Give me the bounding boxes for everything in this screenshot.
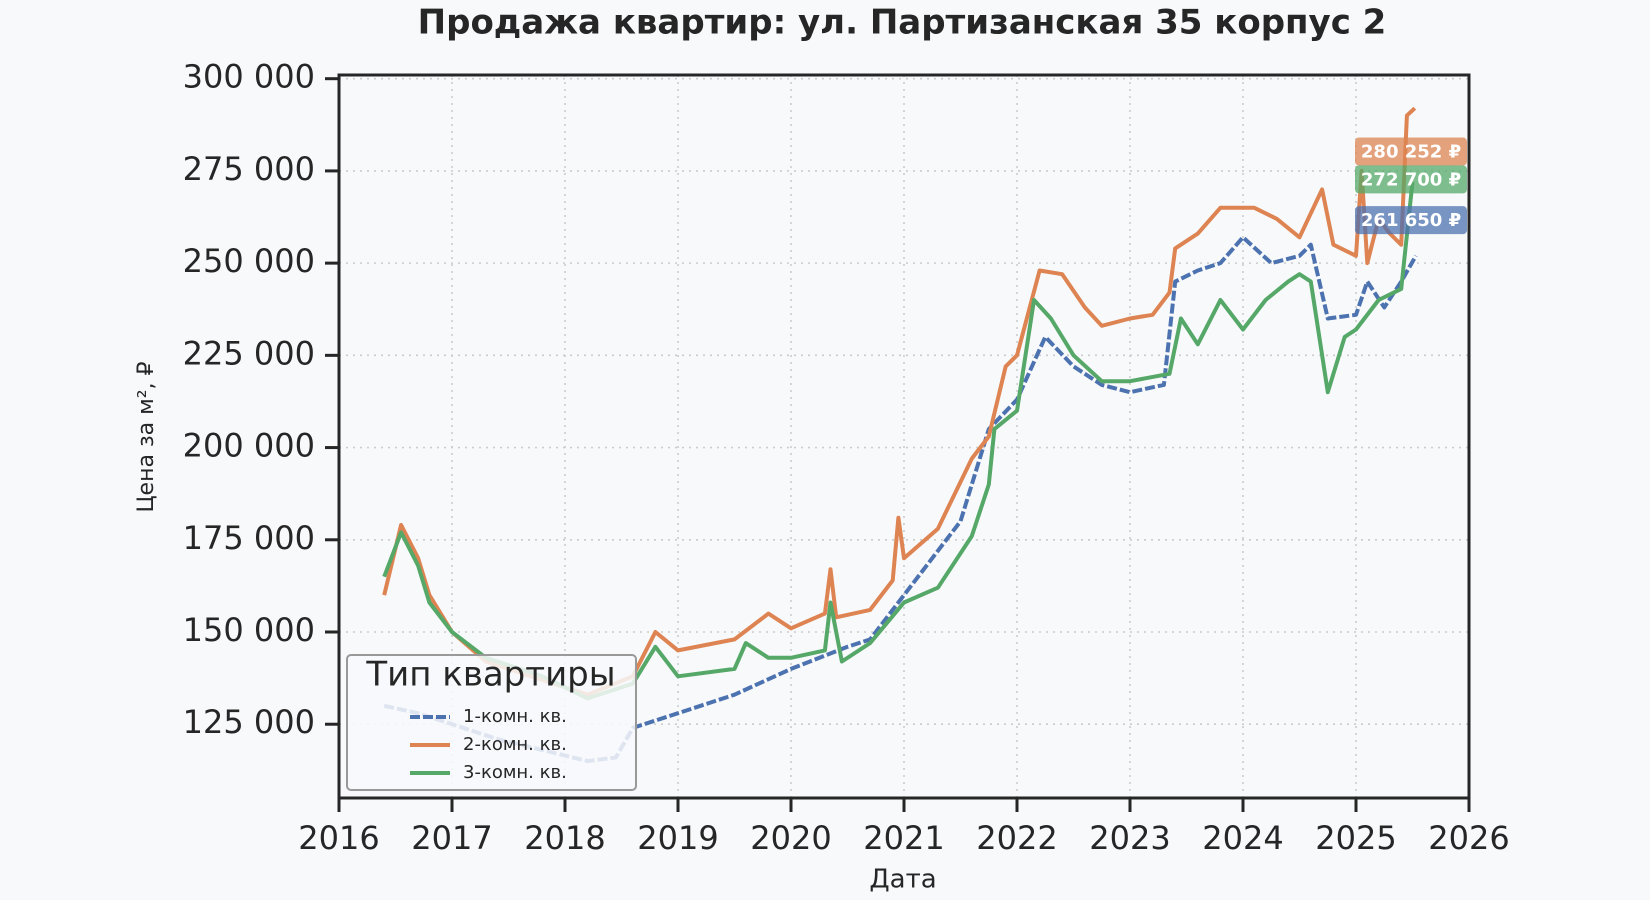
- x-tick-label: 2025: [1315, 819, 1396, 857]
- end-label-box: [1355, 165, 1467, 194]
- x-tick-label: 2019: [637, 819, 718, 857]
- y-tick-label: 250 000: [183, 242, 315, 280]
- legend-label: 2-комн. кв.: [463, 734, 567, 755]
- end-label: 272 700 ₽: [1361, 169, 1461, 190]
- plot: 125 000 150 000 175 000 200 000 225 000 250 0…: [183, 58, 1510, 857]
- legend-title: Тип квартиры: [365, 655, 615, 695]
- x-tick-label: 2018: [524, 819, 605, 857]
- plot-frame: [337, 73, 1471, 800]
- x-tick-label: 2016: [298, 819, 379, 857]
- legend-label: 1-комн. кв.: [463, 706, 567, 727]
- y-tick-label: 275 000: [183, 150, 315, 188]
- x-tick-label: 2026: [1428, 819, 1509, 857]
- x-tick-label: 2022: [976, 819, 1057, 857]
- y-tick-label: 150 000: [183, 611, 315, 649]
- y-tick-label: 300 000: [183, 58, 315, 96]
- x-tick-label: 2017: [411, 819, 492, 857]
- end-label: 280 252 ₽: [1361, 142, 1461, 163]
- y-tick-label: 125 000: [183, 703, 315, 741]
- x-tick-label: 2023: [1089, 819, 1170, 857]
- y-axis-label: Цена за м², ₽: [134, 361, 159, 512]
- y-tick-label: 225 000: [183, 334, 315, 372]
- legend-label: 3-комн. кв.: [463, 762, 567, 783]
- legend-box: [346, 654, 637, 791]
- end-label-box: [1355, 137, 1467, 166]
- end-label: 261 650 ₽: [1361, 210, 1461, 231]
- x-tick-label: 2024: [1202, 819, 1283, 857]
- x-tick-label: 2021: [863, 819, 944, 857]
- end-label-box: [1355, 206, 1467, 235]
- y-tick-label: 175 000: [183, 519, 315, 557]
- x-tick-label: 2020: [750, 819, 831, 857]
- x-axis-label: Дата: [869, 865, 936, 895]
- chart-title: Продажа квартир: ул. Партизанская 35 кор…: [418, 3, 1387, 43]
- y-tick-label: 200 000: [183, 427, 315, 465]
